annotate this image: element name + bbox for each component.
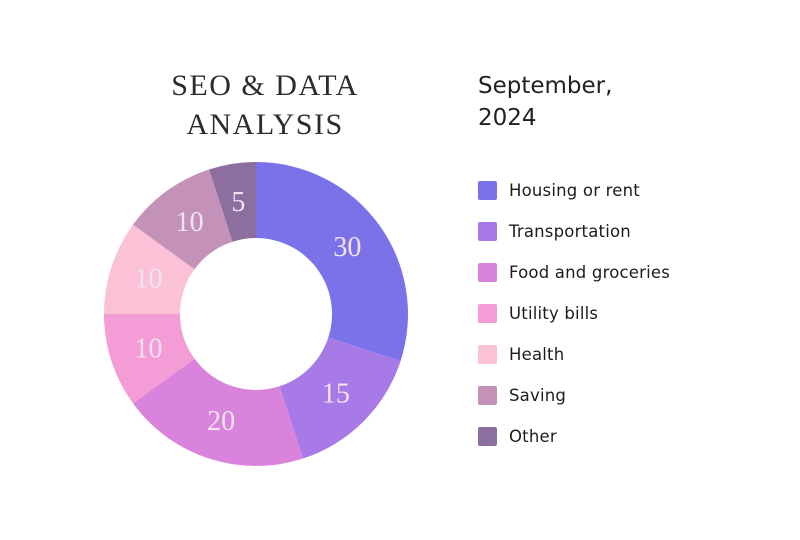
legend-item-utility-bills: Utility bills xyxy=(478,303,670,323)
date-line1: September, xyxy=(478,73,613,99)
donut-chart: 30 15 20 10 10 10 5 xyxy=(104,162,408,467)
legend-label-transportation: Transportation xyxy=(509,221,631,241)
legend-swatch-utility-bills xyxy=(478,303,497,323)
segment-value-label-transportation: 15 xyxy=(322,378,350,409)
donut-segment-transportation xyxy=(279,337,401,459)
legend-label-housing-or-rent: Housing or rent xyxy=(509,180,640,200)
donut-segment-saving xyxy=(133,169,233,270)
legend-item-transportation: Transportation xyxy=(478,221,670,241)
legend-label-food-and-groceries: Food and groceries xyxy=(509,262,671,282)
segment-value-label-other: 5 xyxy=(231,187,245,218)
date-line2: 2024 xyxy=(478,105,537,131)
legend-swatch-saving xyxy=(478,385,497,405)
chart-legend: Housing or rent Transportation Food and gr… xyxy=(478,180,670,467)
legend-swatch-food-and-groceries xyxy=(478,262,497,282)
legend-swatch-housing-or-rent xyxy=(478,180,497,200)
segment-value-label-housing-or-rent: 30 xyxy=(333,232,361,263)
legend-label-saving: Saving xyxy=(509,385,567,405)
legend-item-saving: Saving xyxy=(478,385,670,405)
page-title-line1: SEO & DATA xyxy=(171,69,359,102)
donut-segment-health xyxy=(104,224,195,314)
segment-value-label-health: 10 xyxy=(135,264,163,295)
segment-value-label-utility-bills: 10 xyxy=(135,333,163,364)
legend-swatch-health xyxy=(478,344,497,364)
donut-segment-housing-or-rent xyxy=(256,162,408,361)
legend-label-health: Health xyxy=(509,344,565,364)
donut-segment-other xyxy=(209,162,256,242)
page-title: SEO & DATA ANALYSIS xyxy=(118,66,412,144)
donut-segment-utility-bills xyxy=(104,314,195,404)
legend-label-other: Other xyxy=(509,426,557,446)
legend-item-housing-or-rent: Housing or rent xyxy=(478,180,670,200)
date-label: September, 2024 xyxy=(478,70,612,134)
legend-swatch-transportation xyxy=(478,221,497,241)
legend-item-other: Other xyxy=(478,426,670,446)
segment-value-label-saving: 10 xyxy=(176,207,204,238)
legend-item-food-and-groceries: Food and groceries xyxy=(478,262,670,282)
donut-segment-food-and-groceries xyxy=(133,358,303,467)
page-title-line2: ANALYSIS xyxy=(186,108,344,141)
legend-item-health: Health xyxy=(478,344,670,364)
legend-label-utility-bills: Utility bills xyxy=(509,303,599,323)
legend-swatch-other xyxy=(478,426,497,446)
segment-value-label-food-and-groceries: 20 xyxy=(207,406,235,437)
